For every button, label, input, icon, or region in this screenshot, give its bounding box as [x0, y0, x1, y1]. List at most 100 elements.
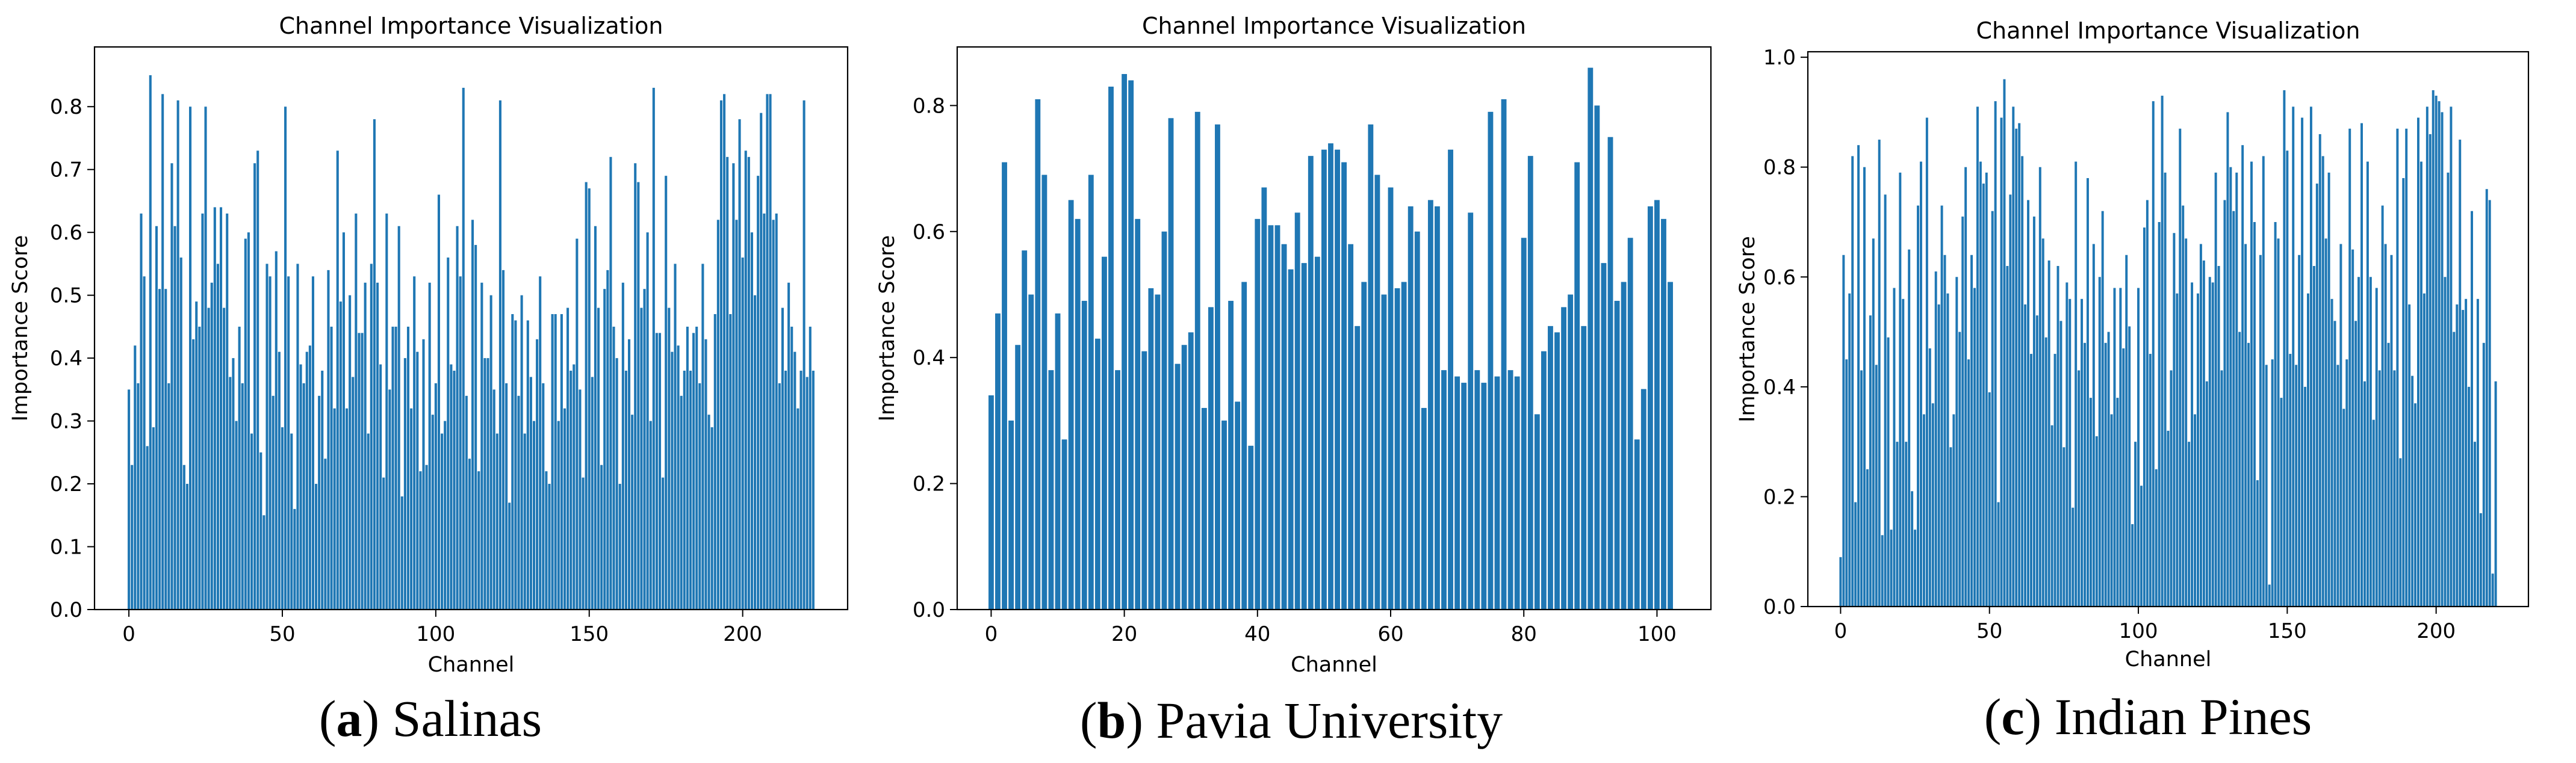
bar-channel-212: [778, 383, 781, 610]
chart-title: Channel Importance Visualization: [1142, 13, 1526, 39]
bar-channel-113: [2176, 293, 2179, 607]
x-tick-label: 0: [122, 622, 135, 646]
bar-channel-88: [397, 226, 400, 610]
bar-channel-157: [2307, 293, 2309, 607]
bar-channel-32: [1934, 271, 1937, 607]
caption-b: (b) Pavia University: [1080, 691, 1503, 749]
bar-channel-63: [321, 371, 324, 610]
bar-channel-86: [391, 326, 394, 610]
bar-channel-24: [1911, 491, 1914, 607]
bar-channel-159: [2312, 266, 2315, 607]
bar-channel-0: [128, 389, 131, 610]
bar-channel-50: [1321, 149, 1327, 610]
bar-channel-112: [2173, 233, 2176, 607]
bar-channel-135: [542, 383, 545, 610]
bar-channel-13: [167, 383, 170, 610]
bar-channel-20: [1122, 74, 1128, 610]
bar-channel-133: [2235, 172, 2238, 607]
bar-channel-192: [716, 220, 719, 610]
bar-channel-45: [265, 264, 268, 610]
bar-channel-46: [1976, 107, 1979, 607]
bar-channel-86: [1561, 307, 1566, 610]
bar-channel-104: [2149, 354, 2152, 607]
bar-channel-49: [278, 351, 281, 610]
bar-channel-34: [232, 358, 235, 610]
y-tick-label: 0.2: [50, 472, 82, 496]
bar-channel-39: [1955, 277, 1958, 607]
bar-channel-75: [1488, 111, 1494, 610]
bar-channel-9: [155, 226, 158, 610]
bar-channel-139: [2253, 221, 2256, 607]
y-tick-label: 0.0: [1763, 595, 1796, 619]
bar-channel-175: [665, 176, 668, 610]
bar-channel-56: [1361, 282, 1367, 610]
bar-channel-69: [339, 301, 342, 610]
caption-c-open: (: [1984, 688, 2002, 746]
bar-channel-46: [1294, 212, 1300, 610]
bar-channel-41: [1261, 187, 1267, 610]
y-tick-label: 0.0: [913, 598, 945, 622]
bar-channel-80: [2078, 370, 2081, 607]
bar-channel-3: [1848, 293, 1851, 607]
bar-channel-178: [2369, 277, 2372, 607]
bar-channel-217: [2485, 189, 2488, 607]
bar-channel-158: [612, 326, 615, 610]
bar-channel-85: [1554, 332, 1560, 610]
bar-channel-90: [2107, 332, 2110, 607]
bar-channel-29: [1181, 345, 1187, 610]
bar-channel-163: [2324, 238, 2327, 607]
bar-channel-44: [1281, 244, 1287, 610]
bar-channel-45: [1973, 288, 1976, 607]
bar-channel-49: [1985, 172, 1988, 607]
bar-channel-79: [370, 264, 373, 610]
caption-c-text: Indian Pines: [2041, 688, 2312, 746]
bar-channel-144: [2268, 584, 2271, 607]
bar-channel-37: [241, 383, 244, 610]
bar-channel-56: [299, 364, 302, 610]
bar-channel-77: [2069, 298, 2072, 607]
bar-channel-128: [520, 295, 523, 610]
bar-channel-177: [671, 351, 674, 610]
bar-channel-41: [1961, 216, 1964, 607]
bar-channel-25: [1155, 294, 1161, 610]
bar-channel-37: [1235, 401, 1241, 610]
bar-channel-51: [284, 107, 287, 610]
bar-channel-106: [453, 371, 456, 610]
bar-channel-105: [2152, 101, 2155, 607]
bar-channel-147: [579, 389, 582, 610]
bar-channel-183: [689, 371, 692, 610]
bar-channel-156: [2304, 386, 2307, 607]
bar-channel-169: [646, 232, 649, 610]
bar-channel-154: [600, 465, 603, 610]
bar-channel-94: [1614, 300, 1620, 610]
bar-channel-16: [1094, 338, 1100, 610]
bar-channel-40: [1255, 218, 1261, 610]
bar-channel-49: [1314, 256, 1320, 610]
bar-channel-82: [379, 364, 382, 610]
bar-channel-13: [1878, 140, 1881, 607]
bar-channel-19: [1115, 370, 1120, 610]
bar-channel-44: [1970, 255, 1973, 607]
plot-frame: [1807, 51, 2530, 608]
bar-channel-70: [1454, 376, 1460, 610]
bar-channel-222: [808, 326, 812, 610]
bar-channel-12: [1875, 365, 1878, 607]
bar-channel-94: [416, 351, 419, 610]
bar-channel-214: [2476, 298, 2479, 607]
y-tick-label: 0.4: [50, 347, 82, 371]
bar-channel-78: [2072, 507, 2075, 607]
bar-channel-126: [514, 320, 517, 610]
caption-b-letter: b: [1097, 691, 1126, 749]
bar-channel-203: [750, 232, 753, 610]
bar-channel-20: [189, 107, 192, 610]
bar-channel-114: [477, 471, 480, 610]
bar-channel-198: [735, 220, 738, 610]
bar-channel-187: [701, 264, 704, 610]
bar-channel-74: [2059, 321, 2062, 607]
bar-channel-41: [253, 163, 256, 610]
bar-channel-80: [1521, 238, 1527, 610]
bar-channel-135: [2241, 145, 2244, 607]
bar-channel-202: [2441, 112, 2444, 607]
bar-channel-36: [1946, 293, 1949, 607]
bar-channel-93: [1607, 137, 1613, 610]
